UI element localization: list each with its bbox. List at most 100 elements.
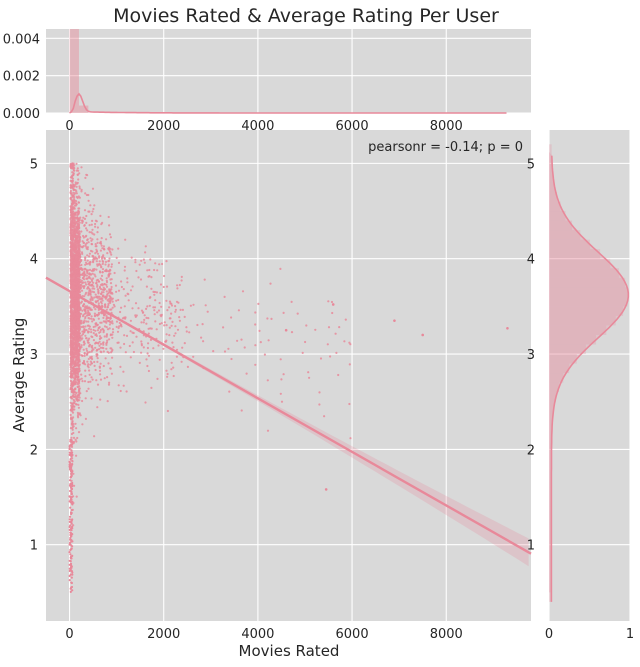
scatter-point: [72, 441, 75, 444]
scatter-point: [73, 310, 76, 313]
scatter-point: [145, 307, 148, 310]
scatter-point: [99, 330, 102, 333]
scatter-point: [119, 310, 122, 314]
scatter-point: [83, 380, 87, 383]
scatter-point: [78, 230, 81, 233]
scatter-point: [74, 223, 77, 226]
right-hist-bar: [549, 249, 601, 259]
scatter-point: [115, 290, 118, 293]
right-hist-bar: [549, 211, 566, 221]
scatter-point: [73, 220, 76, 223]
scatter-point: [101, 268, 105, 271]
scatter-point: [83, 354, 86, 357]
scatter-point: [103, 283, 106, 286]
scatter-point: [100, 223, 103, 226]
scatter-point: [82, 216, 85, 219]
scatter-point: [77, 340, 80, 343]
scatter-point: [168, 306, 171, 309]
right-hist-bar: [549, 516, 552, 526]
scatter-point: [77, 274, 81, 277]
scatter-point: [70, 585, 74, 589]
scatter-point: [96, 231, 99, 234]
scatter-point: [94, 252, 97, 255]
scatter-point: [127, 299, 130, 302]
scatter-point: [153, 293, 156, 296]
scatter-point: [129, 330, 132, 333]
scatter-point: [70, 496, 73, 499]
scatter-point: [140, 340, 143, 343]
scatter-point: [116, 341, 119, 344]
scatter-point: [74, 350, 77, 353]
scatter-point: [87, 316, 90, 320]
right-hist-bar: [549, 144, 552, 154]
scatter-point: [72, 297, 75, 300]
scatter-point: [83, 319, 86, 322]
scatter-point: [174, 305, 177, 308]
scatter-point: [130, 256, 133, 259]
scatter-point: [71, 385, 74, 388]
y-tick-label: 5: [30, 157, 38, 172]
scatter-point: [227, 347, 230, 350]
scatter-point: [69, 458, 72, 461]
scatter-point: [101, 271, 104, 274]
right-marginal-y-ticks: 1 2 3 4 5: [527, 157, 535, 553]
scatter-point: [88, 231, 91, 234]
scatter-point: [99, 321, 102, 324]
x-tick-label: 4000: [241, 627, 274, 642]
scatter-point: [80, 344, 83, 347]
scatter-point: [71, 484, 74, 487]
scatter-point: [120, 280, 123, 283]
scatter-point: [240, 409, 243, 412]
scatter-point: [75, 304, 78, 307]
scatter-point: [68, 543, 71, 546]
scatter-point: [84, 375, 87, 378]
scatter-point: [76, 385, 80, 389]
scatter-point: [73, 242, 76, 245]
scatter-point: [77, 209, 80, 212]
scatter-point: [89, 360, 92, 363]
scatter-point: [105, 342, 108, 345]
scatter-point: [111, 331, 115, 334]
right-hist-bar: [549, 497, 552, 507]
scatter-point: [77, 277, 80, 280]
scatter-point: [99, 277, 102, 280]
scatter-point: [78, 258, 82, 261]
scatter-point: [88, 276, 91, 279]
scatter-point: [74, 261, 77, 264]
scatter-point: [93, 435, 96, 438]
scatter-point: [100, 302, 103, 305]
scatter-point: [108, 233, 112, 236]
scatter-point: [76, 290, 79, 294]
right-hist-bar: [549, 373, 564, 383]
scatter-point: [174, 310, 177, 313]
scatter-point: [83, 217, 87, 220]
scatter-point: [305, 324, 308, 327]
scatter-point: [82, 305, 85, 308]
right-hist-bar: [549, 525, 552, 536]
scatter-point: [323, 415, 326, 418]
scatter-point: [138, 263, 141, 266]
scatter-point: [110, 308, 113, 311]
scatter-point: [175, 348, 179, 351]
scatter-point: [81, 309, 84, 312]
scatter-point: [78, 412, 81, 415]
scatter-point: [107, 275, 110, 278]
top-marginal-y-ticks: 0.000 0.002 0.004: [3, 32, 40, 122]
scatter-point: [150, 276, 153, 279]
scatter-point: [111, 292, 114, 295]
scatter-point: [71, 212, 74, 215]
scatter-point: [156, 269, 159, 272]
scatter-point: [88, 313, 91, 317]
scatter-point: [80, 301, 83, 304]
scatter-point: [105, 290, 108, 293]
scatter-point: [99, 240, 102, 243]
scatter-point: [86, 324, 89, 327]
scatter-point: [280, 400, 284, 403]
scatter-point: [69, 440, 72, 443]
scatter-point: [100, 257, 104, 260]
scatter-point: [101, 299, 104, 302]
scatter-point: [75, 403, 78, 406]
right-hist-bar: [549, 296, 628, 307]
scatter-point: [153, 313, 156, 316]
